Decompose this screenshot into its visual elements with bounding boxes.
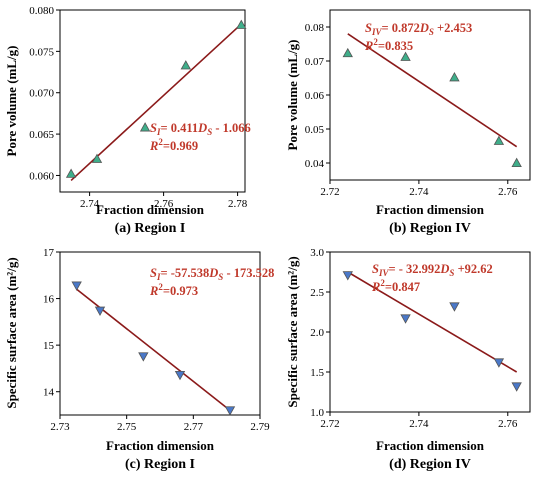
panel-a-x-axis-label: Fraction dimension bbox=[96, 202, 205, 217]
panel-d-x-tick-label: 2.72 bbox=[320, 418, 339, 430]
panel-a-y-tick-label: 0.080 bbox=[29, 5, 54, 17]
panel-d-y-axis-label: Specific surface area (m²/g) bbox=[285, 256, 300, 407]
panel-d-r-squared: R2=0.847 bbox=[371, 278, 420, 294]
panel-b-data-point bbox=[400, 51, 411, 61]
panel-a-y-tick-label: 0.065 bbox=[29, 129, 54, 141]
panel-a-plot-frame bbox=[59, 9, 246, 193]
panel-c-x-tick-label: 2.75 bbox=[117, 421, 137, 433]
panel-c-x-axis-label: Fraction dimension bbox=[106, 438, 215, 453]
panel-c-y-tick-label: 17 bbox=[43, 247, 55, 259]
panel-b-data-point bbox=[511, 157, 522, 168]
panel-a-x-tick-label: 2.78 bbox=[228, 198, 248, 210]
panel-d-data-point bbox=[511, 382, 522, 392]
panel-d-y-tick-label: 2.5 bbox=[310, 287, 324, 299]
panel-c-y-axis-label: Specific surface area (m²/g) bbox=[4, 257, 19, 408]
panel-a-y-tick-label: 0.075 bbox=[29, 46, 54, 58]
panel-d-data-point bbox=[400, 314, 411, 324]
panel-c-plot-frame bbox=[59, 251, 261, 416]
panel-a-fit-line bbox=[70, 23, 242, 182]
panel-d: 2.72 2.74 2.76 1.0 1.5 2.0 2.5 3.0 Fraction dime… bbox=[285, 247, 531, 472]
panel-c-r-squared: R2=0.973 bbox=[149, 282, 198, 298]
panel-a-x-tick-label: 2.74 bbox=[80, 198, 100, 210]
panel-a-x-tick-label: 2.76 bbox=[154, 198, 174, 210]
panel-b-y-tick-label: 0.05 bbox=[305, 124, 325, 136]
panel-b-x-axis-label: Fraction dimension bbox=[376, 202, 485, 217]
panel-d-caption: (d) Region IV bbox=[389, 457, 471, 472]
panel-d-y-tick-label: 2.0 bbox=[310, 327, 324, 339]
panel-d-data-point bbox=[493, 358, 505, 368]
panel-c-y-tick-label: 16 bbox=[43, 294, 55, 306]
panel-d-fit-line bbox=[347, 271, 518, 373]
panel-c-data-point bbox=[94, 306, 106, 317]
panel-a-caption: (a) Region I bbox=[115, 221, 186, 236]
panel-c: 2.73 2.75 2.77 2.79 14 15 16 17 Fraction dimensi… bbox=[4, 247, 274, 472]
panel-b-y-axis-label: Pore volume (mL/g) bbox=[285, 40, 300, 151]
panel-c-y-tick-label: 14 bbox=[43, 387, 55, 399]
panel-a-r-squared: R2=0.969 bbox=[149, 137, 198, 153]
panel-c-data-point bbox=[174, 370, 186, 381]
panel-a-data-point bbox=[139, 122, 151, 132]
panel-a-data-point bbox=[180, 60, 191, 70]
panel-b-data-point bbox=[449, 71, 460, 82]
panel-c-x-tick-label: 2.73 bbox=[50, 421, 70, 433]
panel-b-y-tick-label: 0.04 bbox=[305, 158, 325, 170]
panel-a-fit-equation: SI= 0.411DS - 1.066 bbox=[150, 121, 251, 137]
panel-b-x-tick-label: 2.76 bbox=[498, 186, 518, 198]
panel-b-r-squared: R2=0.835 bbox=[364, 37, 413, 53]
panel-d-plot-frame bbox=[329, 251, 531, 413]
panel-b-y-tick-label: 0.06 bbox=[305, 90, 325, 102]
panel-d-data-point bbox=[342, 271, 353, 281]
panel-d-y-tick-label: 3.0 bbox=[310, 247, 324, 259]
panel-b: 2.72 2.74 2.76 0.04 0.05 0.06 0.07 0.08 Fraction… bbox=[285, 9, 531, 236]
panel-d-fit-equation: SIV= - 32.992DS +92.62 bbox=[372, 262, 493, 278]
panel-b-x-tick-label: 2.74 bbox=[409, 186, 429, 198]
panel-a-y-tick-label: 0.060 bbox=[29, 170, 54, 182]
panel-c-data-point bbox=[138, 352, 149, 362]
panel-d-y-tick-label: 1.5 bbox=[310, 367, 324, 379]
panel-c-fit-equation: SI= -57.538DS - 173.528 bbox=[150, 266, 274, 282]
panel-c-data-point bbox=[71, 281, 82, 291]
panel-c-x-tick-label: 2.79 bbox=[250, 421, 270, 433]
panel-b-y-tick-label: 0.08 bbox=[305, 22, 325, 34]
panel-b-caption: (b) Region IV bbox=[389, 221, 471, 236]
panel-a: 2.74 2.76 2.78 0.060 0.065 0.070 0.075 0.080 Fra… bbox=[4, 5, 251, 236]
panel-d-x-axis-label: Fraction dimension bbox=[376, 438, 485, 453]
panel-b-x-tick-label: 2.72 bbox=[320, 186, 339, 198]
panel-a-data-point bbox=[236, 19, 247, 29]
panel-c-data-point bbox=[224, 406, 236, 416]
panel-b-data-point bbox=[493, 135, 505, 145]
panel-a-y-tick-label: 0.070 bbox=[29, 88, 54, 100]
panel-d-data-point bbox=[449, 302, 460, 312]
panel-b-fit-line bbox=[347, 33, 518, 148]
panel-b-data-point bbox=[342, 47, 353, 58]
panel-d-x-tick-label: 2.76 bbox=[498, 418, 518, 430]
panel-b-y-tick-label: 0.07 bbox=[305, 56, 325, 68]
panel-d-x-tick-label: 2.74 bbox=[409, 418, 429, 430]
panel-b-fit-equation: SIV= 0.872DS +2.453 bbox=[365, 21, 472, 37]
panel-c-x-tick-label: 2.77 bbox=[184, 421, 204, 433]
panel-a-y-axis-label: Pore volume (mL/g) bbox=[4, 46, 19, 157]
panel-c-caption: (c) Region I bbox=[125, 457, 195, 472]
panel-a-data-point bbox=[65, 168, 77, 178]
panel-c-y-tick-label: 15 bbox=[43, 340, 55, 352]
panel-a-data-point bbox=[91, 153, 103, 163]
panel-d-y-tick-label: 1.0 bbox=[310, 407, 324, 419]
